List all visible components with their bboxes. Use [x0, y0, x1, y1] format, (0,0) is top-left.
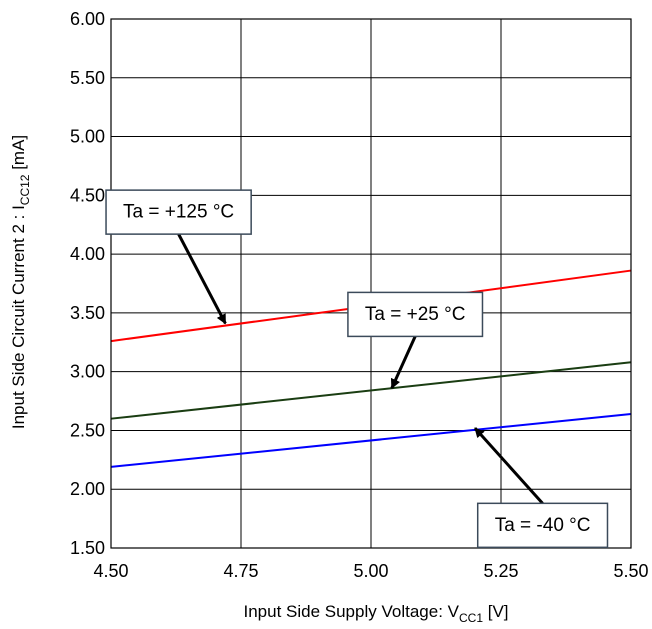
y-tick-label: 4.50: [70, 185, 105, 205]
annotation-arrow: [390, 335, 417, 390]
series-line-1: [110, 361, 632, 420]
y-tick-label: 1.50: [70, 538, 105, 558]
annotation-1: Ta = +25 °C: [347, 291, 484, 390]
x-tick-label: 5.25: [483, 561, 518, 581]
y-tick-label: 4.00: [70, 244, 105, 264]
y-tick-label: 3.00: [70, 362, 105, 382]
x-tick-label: 5.00: [353, 561, 388, 581]
annotation-label: Ta = +125 °C: [123, 202, 234, 223]
annotation-0: Ta = +125 °C: [105, 189, 252, 325]
y-tick-label: 6.00: [70, 9, 105, 29]
annotation-arrow: [177, 233, 227, 325]
plot-area-frame: [110, 18, 632, 549]
grid-lines: [110, 18, 632, 549]
y-axis-title: Input Side Circuit Current 2 : ICC12 [mA…: [9, 135, 32, 429]
annotation-box: [476, 502, 609, 549]
y-tick-label: 2.00: [70, 479, 105, 499]
series-annotations: Ta = +125 °C Ta = +25 °C Ta = -40 °C: [105, 189, 609, 549]
x-axis-tick-labels: 4.50 4.75 5.00 5.25 5.50: [93, 561, 648, 581]
annotation-label: Ta = +25 °C: [365, 304, 466, 325]
y-tick-label: 5.00: [70, 127, 105, 147]
x-axis-title: Input Side Supply Voltage: VCC1 [V]: [243, 602, 508, 625]
annotation-label: Ta = -40 °C: [495, 515, 591, 536]
y-axis-tick-labels: 1.50 2.00 2.50 3.00 3.50 4.00 4.50 5.00 5.50 6.00: [70, 9, 105, 558]
y-tick-label: 3.50: [70, 303, 105, 323]
y-tick-label: 5.50: [70, 68, 105, 88]
series-line-2: [110, 412, 632, 468]
annotation-box: [347, 291, 484, 338]
x-tick-label: 5.50: [613, 561, 648, 581]
x-tick-label: 4.50: [93, 561, 128, 581]
annotation-box: [105, 189, 252, 235]
y-tick-label: 2.50: [70, 420, 105, 440]
annotation-arrow: [473, 427, 544, 505]
x-tick-label: 4.75: [223, 561, 258, 581]
annotation-2: Ta = -40 °C: [473, 427, 609, 549]
